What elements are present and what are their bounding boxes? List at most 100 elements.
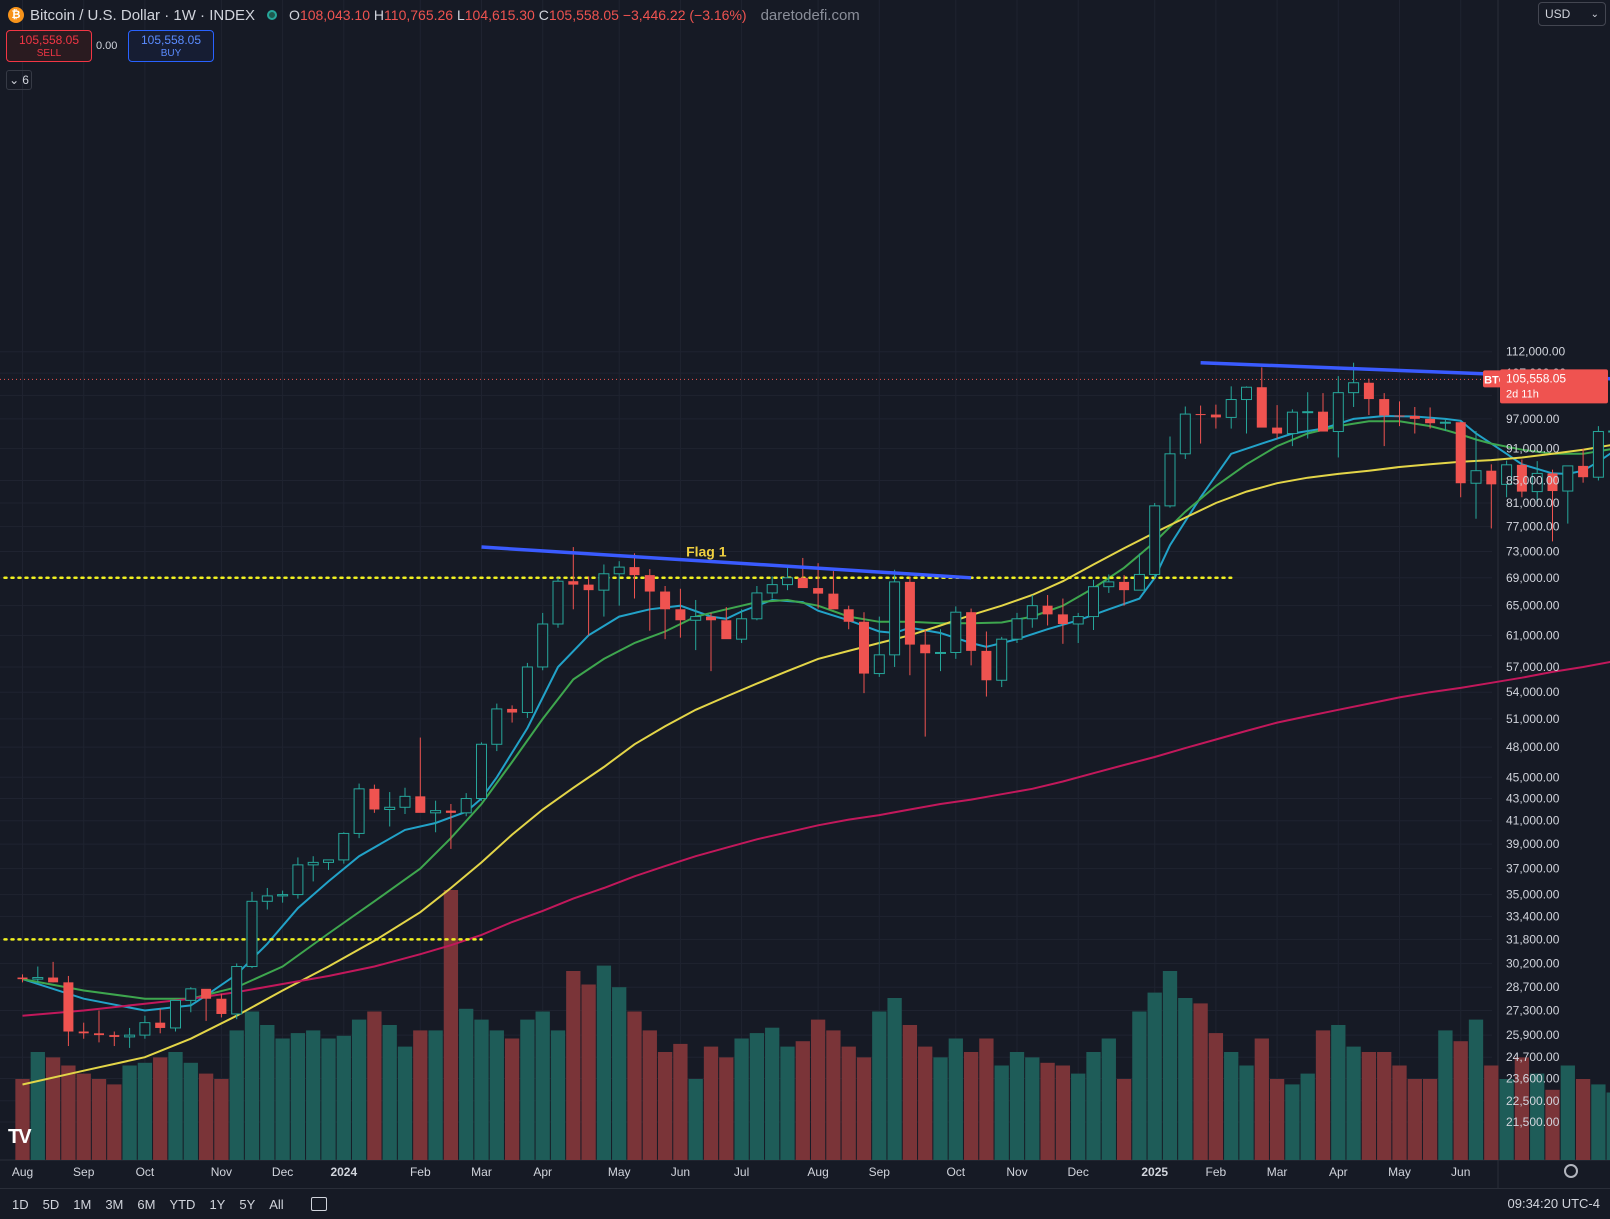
candle	[140, 1016, 150, 1039]
symbol-header: ₿ Bitcoin / U.S. Dollar · 1W · INDEX O10…	[8, 4, 860, 26]
x-tick-label: Mar	[471, 1165, 492, 1179]
range-button-5y[interactable]: 5Y	[232, 1197, 262, 1212]
range-button-1y[interactable]: 1Y	[202, 1197, 232, 1212]
candle	[798, 558, 808, 588]
y-tick-label: 33,400.00	[1506, 909, 1560, 923]
volume-bar	[199, 1074, 213, 1160]
volume-bar	[92, 1079, 106, 1160]
x-tick-label: Aug	[807, 1165, 828, 1179]
symbol-title[interactable]: Bitcoin / U.S. Dollar · 1W · INDEX	[30, 7, 255, 24]
volume-bar	[413, 1030, 427, 1160]
volume-bar	[214, 1079, 228, 1160]
volume-bar	[872, 1012, 886, 1161]
y-tick-label: 39,000.00	[1506, 837, 1560, 851]
range-button-ytd[interactable]: YTD	[162, 1197, 202, 1212]
candle	[339, 832, 349, 863]
candle	[538, 613, 548, 670]
candle	[981, 632, 991, 697]
volume-bar	[1056, 1066, 1070, 1161]
volume-bar	[1209, 1033, 1223, 1160]
bitcoin-icon: ₿	[8, 7, 24, 23]
volume-bar	[1301, 1074, 1315, 1160]
y-tick-label: 28,700.00	[1506, 980, 1560, 994]
y-tick-label: 37,000.00	[1506, 862, 1560, 876]
y-tick-label: 31,800.00	[1506, 932, 1560, 946]
volume-bar	[490, 1030, 504, 1160]
x-tick-label: 2024	[330, 1165, 357, 1179]
volume-bar	[780, 1047, 794, 1160]
volume-bar	[918, 1047, 932, 1160]
candle	[1150, 503, 1160, 579]
x-tick-label: Apr	[533, 1165, 552, 1179]
candle	[369, 785, 379, 813]
candle	[614, 561, 624, 605]
candle	[278, 891, 288, 903]
volume-bar	[1224, 1052, 1238, 1160]
chevron-down-icon: ⌄	[1591, 9, 1599, 20]
market-status-icon[interactable]	[267, 10, 277, 20]
volume-bar	[1102, 1039, 1116, 1161]
volume-bar	[352, 1020, 366, 1160]
candle	[691, 600, 701, 650]
candle	[1379, 393, 1389, 446]
candle	[522, 663, 532, 718]
candle	[1242, 386, 1252, 433]
candle	[1073, 613, 1083, 643]
x-tick-label: Dec	[272, 1165, 293, 1179]
range-button-1m[interactable]: 1M	[66, 1197, 98, 1212]
volume-bar	[964, 1052, 978, 1160]
candle-countdown: 2d 11h	[1506, 388, 1539, 400]
volume-bar	[979, 1039, 993, 1161]
candle	[201, 989, 211, 1021]
volume-bar	[597, 966, 611, 1160]
volume-bar	[367, 1012, 381, 1161]
buy-button[interactable]: 105,558.05 BUY	[128, 30, 214, 62]
volume-bar	[153, 1057, 167, 1160]
y-tick-label: 57,000.00	[1506, 660, 1560, 674]
candle	[859, 612, 869, 693]
volume-bar	[566, 971, 580, 1160]
volume-bar	[536, 1012, 550, 1161]
volume-bar	[842, 1047, 856, 1160]
y-tick-label: 91,000.00	[1506, 442, 1560, 456]
y-tick-label: 27,300.00	[1506, 1004, 1560, 1018]
range-button-3m[interactable]: 3M	[98, 1197, 130, 1212]
candle	[890, 570, 900, 667]
calendar-icon[interactable]	[311, 1197, 327, 1211]
sell-button[interactable]: 105,558.05 SELL	[6, 30, 92, 62]
y-tick-label: 35,000.00	[1506, 888, 1560, 902]
volume-bar	[811, 1020, 825, 1160]
volume-bar	[398, 1047, 412, 1160]
range-button-6m[interactable]: 6M	[130, 1197, 162, 1212]
chevron-down-icon: ⌄	[9, 73, 19, 87]
candle	[966, 609, 976, 666]
ema-line	[23, 407, 1610, 1011]
change-readout: −3,446.22 (−3.16%)	[623, 7, 747, 23]
volume-bar	[1285, 1084, 1299, 1160]
indicators-toggle[interactable]: ⌄ 6	[6, 70, 32, 90]
x-tick-label: Oct	[136, 1165, 155, 1179]
currency-select[interactable]: USD ⌄	[1538, 2, 1606, 26]
candle	[1043, 595, 1053, 625]
volume-bar	[581, 985, 595, 1161]
range-button-all[interactable]: All	[262, 1197, 290, 1212]
candle	[171, 1000, 181, 1031]
x-tick-label: Sep	[73, 1165, 95, 1179]
volume-bar	[138, 1063, 152, 1160]
volume-bar	[1607, 1093, 1610, 1161]
x-tick-label: Jun	[1451, 1165, 1470, 1179]
axis-settings-icon[interactable]	[1564, 1164, 1578, 1178]
volume-bar	[1423, 1079, 1437, 1160]
candle	[431, 801, 441, 833]
y-tick-label: 112,000.00	[1506, 345, 1565, 359]
range-button-5d[interactable]: 5D	[36, 1197, 67, 1212]
volume-bar	[1469, 1020, 1483, 1160]
x-tick-label: Dec	[1068, 1165, 1089, 1179]
candle	[1272, 405, 1282, 438]
x-tick-label: Apr	[1329, 1165, 1348, 1179]
range-button-1d[interactable]: 1D	[5, 1197, 36, 1212]
candle	[79, 1023, 89, 1039]
volume-bar	[337, 1036, 351, 1160]
